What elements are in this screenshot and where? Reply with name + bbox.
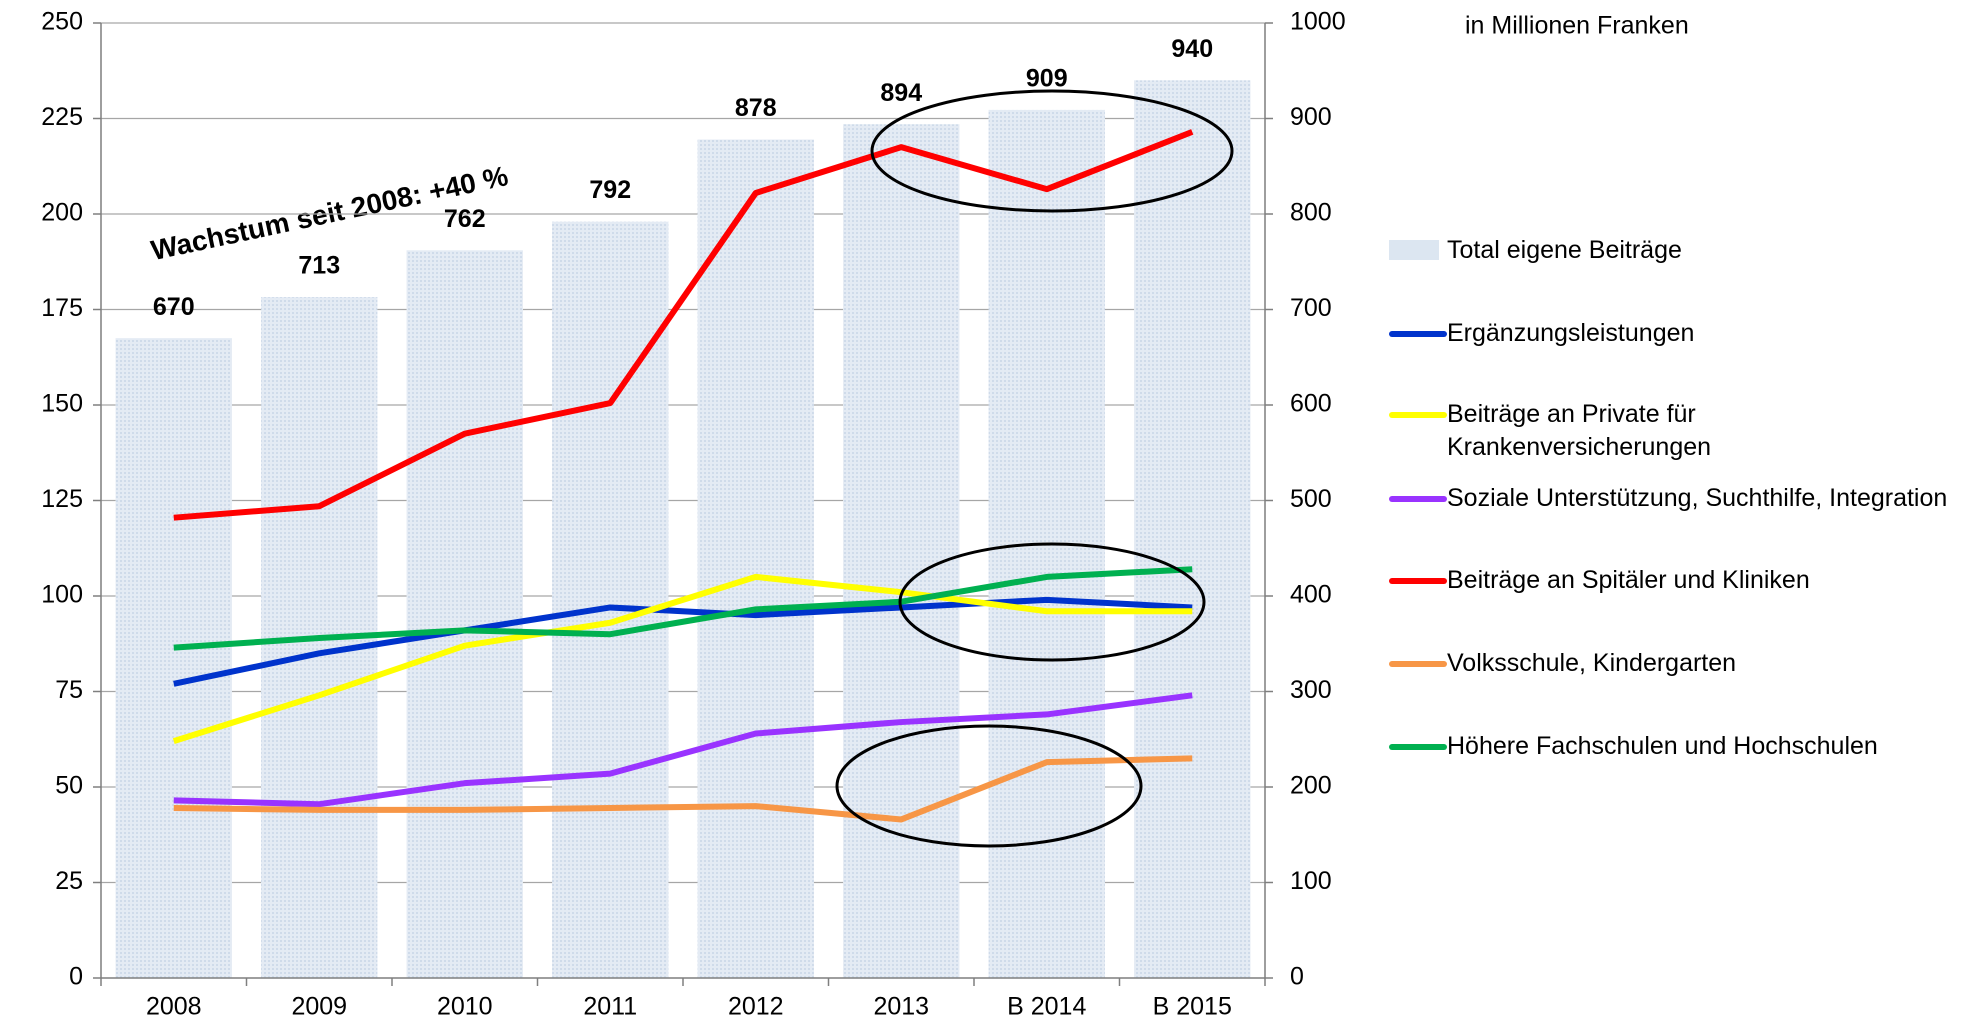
legend-label: Höhere Fachschulen und Hochschulen <box>1447 732 1878 760</box>
legend-label: Total eigene Beiträge <box>1447 236 1682 264</box>
legend-item: Beiträge an Spitäler und Kliniken <box>1389 564 1968 597</box>
bar-value-label: 940 <box>1171 35 1213 63</box>
y-tick-label: 175 <box>41 294 83 322</box>
highlight-ellipse <box>898 542 1206 662</box>
bar-value-label: 792 <box>589 176 631 204</box>
highlight-ellipse <box>835 724 1143 848</box>
bar-value-label: 713 <box>298 252 340 280</box>
lines <box>172 129 1194 823</box>
bar <box>843 124 960 979</box>
y2-tick-label: 500 <box>1290 485 1332 513</box>
bar-value-label: 894 <box>880 79 922 107</box>
legend-swatch <box>1389 744 1447 750</box>
line-series <box>172 573 1193 745</box>
legend-swatch <box>1389 578 1447 584</box>
bar <box>406 250 523 979</box>
line-series <box>173 566 1193 651</box>
bar <box>1134 80 1251 979</box>
bar-value-label: 909 <box>1026 65 1068 93</box>
bar-value-label: 878 <box>735 94 777 122</box>
legend-swatch <box>1389 661 1447 667</box>
y-tick-label: 125 <box>41 485 83 513</box>
legend-item: Ergänzungsleistungen <box>1389 317 1968 350</box>
bar <box>697 139 814 978</box>
legend-item: Total eigene Beiträge <box>1389 234 1968 267</box>
y2-tick-label: 0 <box>1290 963 1304 991</box>
x-tick-label: 2012 <box>728 993 784 1019</box>
legend-item: Soziale Unterstützung, Suchthilfe, Integ… <box>1389 482 1968 515</box>
y-tick-label: 25 <box>55 867 83 895</box>
y-tick-label: 200 <box>41 199 83 227</box>
legend-item: Höhere Fachschulen und Hochschulen <box>1389 730 1968 763</box>
legend-label: Beiträge an Private für Krankenversicher… <box>1447 400 1712 461</box>
legend-item: Volksschule, Kindergarten <box>1389 647 1968 680</box>
legend-swatch <box>1389 240 1439 260</box>
y2-tick-label: 800 <box>1290 199 1332 227</box>
y-tick-label: 225 <box>41 103 83 131</box>
y-tick-label: 100 <box>41 581 83 609</box>
y2-tick-label: 600 <box>1290 390 1332 418</box>
x-tick-label: B 2014 <box>1007 993 1086 1019</box>
line-series <box>173 596 1193 687</box>
y2-tick-label: 700 <box>1290 294 1332 322</box>
bar-value-label: 670 <box>153 293 195 321</box>
legend-swatch <box>1389 412 1447 418</box>
legend-label: Volksschule, Kindergarten <box>1447 649 1737 677</box>
y2-tick-label: 300 <box>1290 676 1332 704</box>
y-tick-label: 0 <box>69 963 83 991</box>
y-tick-label: 50 <box>55 772 83 800</box>
bar <box>552 221 669 978</box>
y2-tick-label: 100 <box>1290 867 1332 895</box>
y2-tick-label: 1000 <box>1290 8 1346 36</box>
legend-label: Beiträge an Spitäler und Kliniken <box>1447 566 1810 594</box>
legend-label: Soziale Unterstützung, Suchthilfe, Integ… <box>1447 484 1948 512</box>
bars <box>115 80 1251 979</box>
line-series <box>173 692 1193 808</box>
line-series <box>173 129 1194 521</box>
x-tick-label: 2010 <box>437 993 493 1019</box>
x-tick-label: 2013 <box>873 993 929 1019</box>
x-tick-label: 2008 <box>146 993 202 1019</box>
highlight-ellipse <box>870 89 1234 213</box>
legend-swatch <box>1389 496 1447 502</box>
x-tick-label: B 2015 <box>1153 993 1232 1019</box>
x-tick-label: 2011 <box>583 993 637 1019</box>
legend-label: Ergänzungsleistungen <box>1447 319 1695 347</box>
legend-item: Beiträge an Private für Krankenversicher… <box>1389 398 1968 464</box>
y-tick-label: 150 <box>41 390 83 418</box>
bar-value-label: 762 <box>444 205 486 233</box>
y2-tick-label: 400 <box>1290 581 1332 609</box>
x-tick-label: 2009 <box>291 993 347 1019</box>
line-series <box>173 755 1193 823</box>
bar <box>115 338 232 978</box>
y-tick-label: 75 <box>55 676 83 704</box>
y2-tick-label: 200 <box>1290 772 1332 800</box>
y-tick-label: 250 <box>41 8 83 36</box>
y2-tick-label: 900 <box>1290 103 1332 131</box>
decor <box>835 89 1234 848</box>
unit-note: in Millionen Franken <box>1465 12 1689 40</box>
legend-swatch <box>1389 331 1447 337</box>
